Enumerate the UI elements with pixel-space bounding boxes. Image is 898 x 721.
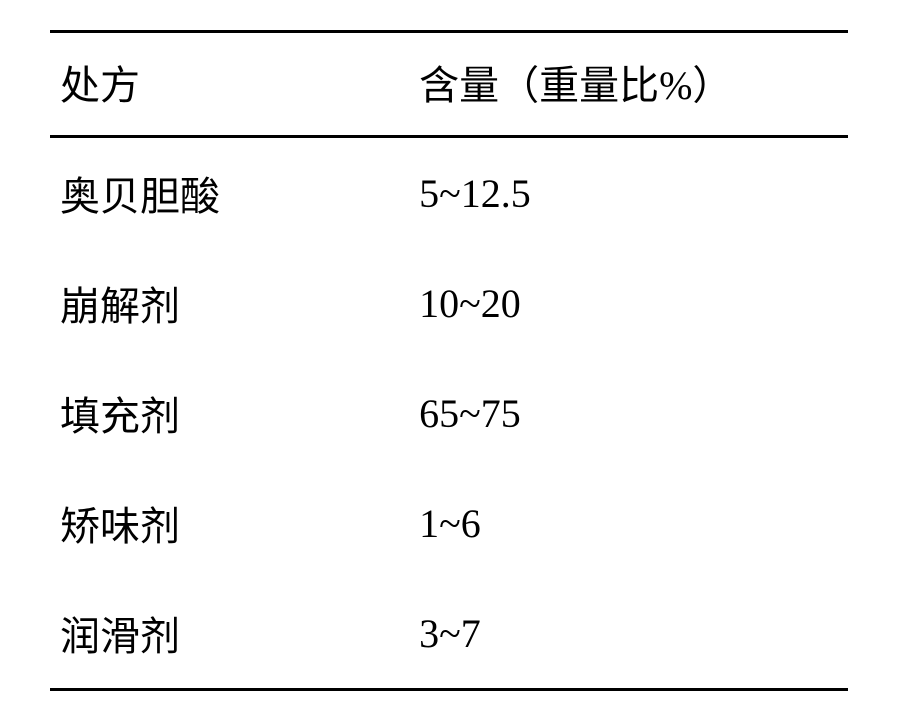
cell-amount: 1~6 (409, 468, 848, 578)
formulation-table: 处方 含量（重量比%） 奥贝胆酸 5~12.5 崩解剂 10~20 填充剂 65… (50, 30, 848, 691)
table-row: 填充剂 65~75 (50, 358, 848, 468)
cell-amount: 5~12.5 (409, 137, 848, 249)
table-row: 崩解剂 10~20 (50, 248, 848, 358)
table-header-row: 处方 含量（重量比%） (50, 32, 848, 137)
table-row: 润滑剂 3~7 (50, 578, 848, 690)
col-header-content: 含量（重量比%） (409, 32, 848, 137)
cell-amount: 3~7 (409, 578, 848, 690)
cell-ingredient: 润滑剂 (50, 578, 409, 690)
cell-ingredient: 崩解剂 (50, 248, 409, 358)
formulation-table-container: 处方 含量（重量比%） 奥贝胆酸 5~12.5 崩解剂 10~20 填充剂 65… (0, 0, 898, 721)
cell-ingredient: 奥贝胆酸 (50, 137, 409, 249)
cell-amount: 10~20 (409, 248, 848, 358)
table-row: 矫味剂 1~6 (50, 468, 848, 578)
cell-amount: 65~75 (409, 358, 848, 468)
cell-ingredient: 填充剂 (50, 358, 409, 468)
col-header-prescription: 处方 (50, 32, 409, 137)
table-row: 奥贝胆酸 5~12.5 (50, 137, 848, 249)
cell-ingredient: 矫味剂 (50, 468, 409, 578)
